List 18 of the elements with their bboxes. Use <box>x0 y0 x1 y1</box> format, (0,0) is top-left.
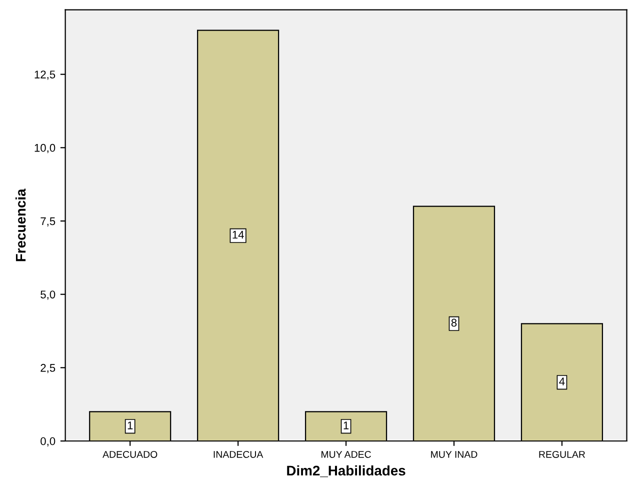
x-tick-label: ADECUADO <box>102 450 158 458</box>
x-tick-label: MUY INAD <box>431 451 478 458</box>
y-tick-label: 2,5 <box>40 364 56 374</box>
data-label: 8 <box>451 318 457 327</box>
y-tick-label: 0,0 <box>40 437 56 446</box>
x-tick-label: MUY ADEC <box>322 450 371 458</box>
x-tick-label: INADECUA <box>214 450 264 458</box>
data-label: 1 <box>344 422 349 430</box>
y-tick-label: 5,0 <box>40 290 56 300</box>
y-tick-label: 10,0 <box>34 144 56 154</box>
x-axis-title: Dim2_Habilidades <box>287 465 406 478</box>
data-label: 1 <box>128 422 133 430</box>
data-label: 14 <box>232 230 244 239</box>
x-tick-label: REGULAR <box>539 450 586 458</box>
data-label: 4 <box>559 378 565 386</box>
y-tick-label: 12,5 <box>34 70 56 80</box>
y-tick-label: 7,5 <box>40 217 56 226</box>
y-axis-title: Frecuencia <box>15 188 26 262</box>
